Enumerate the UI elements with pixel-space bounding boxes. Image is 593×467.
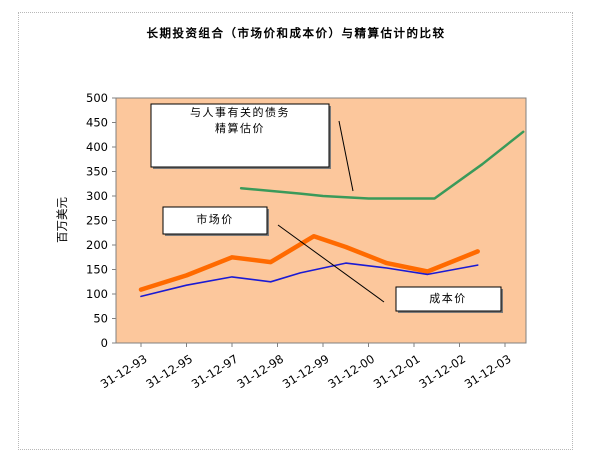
annotation-leader-line	[338, 120, 354, 192]
y-axis-label-group: 百万美元	[55, 197, 69, 243]
x-tick-label: 31-12-03	[462, 352, 514, 392]
x-tick-label: 31-12-98	[234, 352, 286, 392]
x-tick-label: 31-12-99	[280, 352, 332, 392]
annotation-text: 市场价	[196, 212, 234, 226]
series-layer	[138, 130, 525, 298]
y-tick-label: 300	[86, 189, 108, 203]
y-axis-label: 百万美元	[55, 197, 69, 243]
annotation-market-box	[162, 206, 268, 235]
x-tick-label: 31-12-93	[98, 352, 150, 392]
y-tick-label: 350	[86, 165, 108, 179]
chart-frame	[18, 12, 573, 450]
y-tick-label: 250	[86, 214, 108, 228]
y-tick-label: 450	[86, 116, 108, 130]
series-actuarial-line	[239, 130, 525, 200]
annotation-leader-line	[277, 224, 385, 303]
annotation-cost-box	[395, 286, 502, 312]
annotation-text: 精算估价	[215, 121, 265, 135]
series-market-line	[138, 233, 480, 292]
x-tick-label: 31-12-97	[189, 352, 241, 392]
x-tick-label: 31-12-00	[325, 352, 377, 392]
x-tick-label: 31-12-01	[371, 352, 423, 392]
x-tick-label: 31-12-95	[143, 352, 195, 392]
y-tick-label: 200	[86, 238, 108, 252]
y-tick-label: 400	[86, 140, 108, 154]
y-tick-label: 500	[86, 91, 108, 105]
annotation-text: 成本价	[429, 291, 467, 305]
y-tick-label: 0	[101, 336, 108, 350]
annotation-text: 与人事有关的债务	[190, 105, 290, 119]
annotation-actuarial-box	[150, 103, 330, 168]
y-tick-label: 100	[86, 287, 108, 301]
series-cost-line	[140, 262, 479, 298]
chart-title: 长期投资组合（市场价和成本价）与精算估计的比较	[147, 26, 446, 40]
y-tick-group: 0 50 100 150 200 250 300 350 400 450 500	[86, 91, 116, 350]
x-tick-group: 31-12-9331-12-9531-12-9731-12-9831-12-99…	[98, 343, 514, 391]
x-tick-label: 31-12-02	[416, 352, 468, 392]
y-tick-label: 150	[86, 263, 108, 277]
y-tick-label: 50	[93, 312, 108, 326]
